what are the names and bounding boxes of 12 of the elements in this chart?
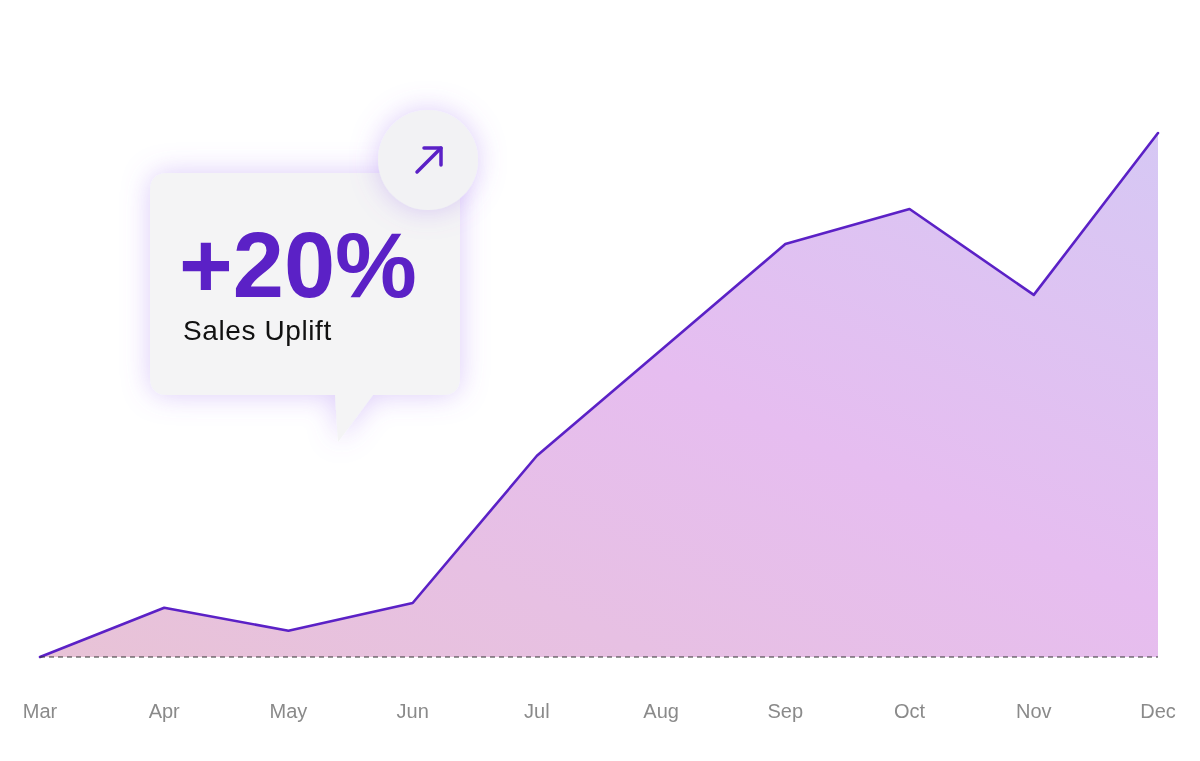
- x-tick-label: Aug: [643, 700, 679, 722]
- x-tick-label: Sep: [767, 700, 804, 722]
- x-tick-label: Jun: [396, 700, 429, 722]
- annotation: Sales Uplift: [183, 315, 332, 346]
- x-tick-label: May: [269, 700, 308, 722]
- x-tick-label: Jul: [524, 700, 550, 722]
- x-tick-label: Oct: [893, 700, 926, 722]
- x-tick-label: Mar: [22, 700, 58, 722]
- x-tick-label: Nov: [1015, 700, 1052, 722]
- annotation: +20%: [179, 214, 417, 316]
- x-tick-label: Apr: [148, 700, 181, 722]
- x-tick-label: Dec: [1140, 700, 1176, 722]
